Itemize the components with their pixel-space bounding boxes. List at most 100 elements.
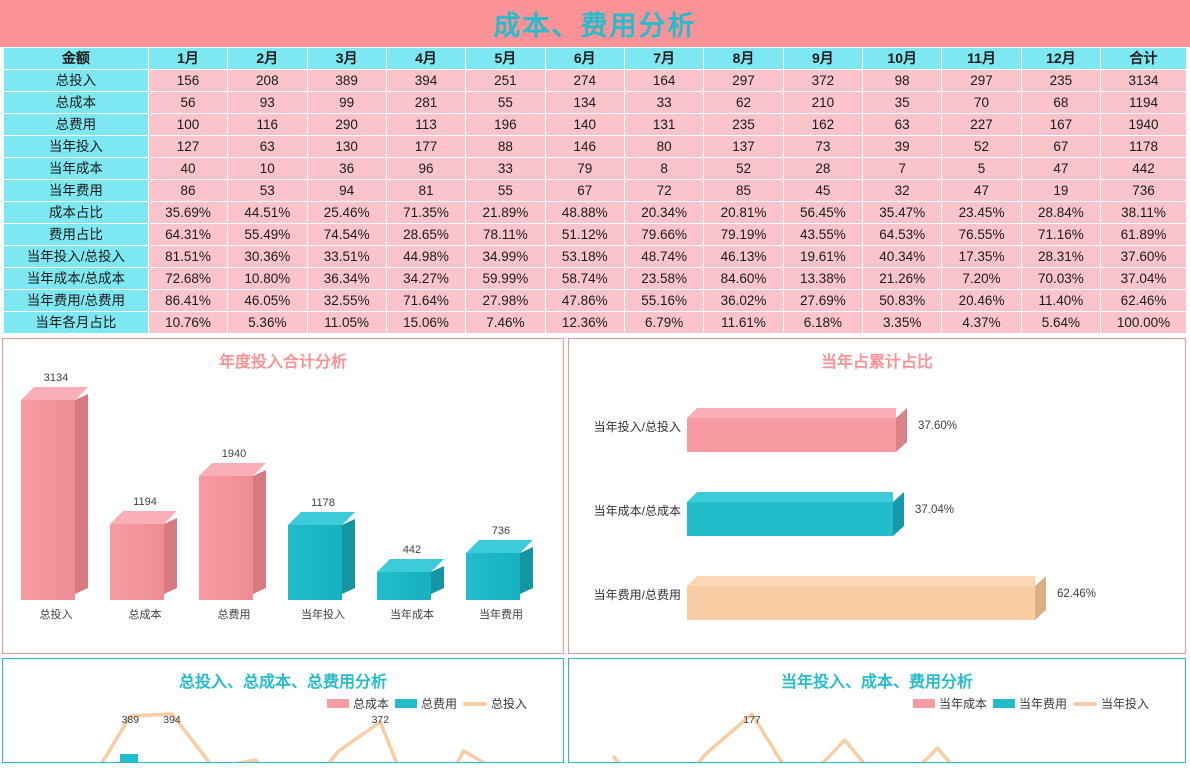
bar-side-face xyxy=(164,518,177,594)
table-cell: 20.81% xyxy=(703,201,784,224)
bar-top-face xyxy=(687,492,893,502)
legend-label-total-cost: 总成本 xyxy=(352,697,389,711)
table-row-label: 当年费用/总费用 xyxy=(3,289,149,312)
category-axis-label: 当年投入/总投入 xyxy=(593,420,681,434)
table-cell: 98 xyxy=(862,69,943,92)
table-row-label: 当年投入/总投入 xyxy=(3,245,149,268)
table-cell: 127 xyxy=(147,135,229,158)
table-cell: 79.66% xyxy=(623,223,705,246)
column-bar-3d: 736 xyxy=(466,525,536,600)
table-cell: 20.34% xyxy=(623,201,705,224)
page-title-banner: 成本、费用分析 xyxy=(0,0,1190,47)
combo-data-label: 177 xyxy=(743,714,761,726)
table-cell: 15.06% xyxy=(385,311,467,334)
table-cell: 37.04% xyxy=(1100,267,1187,290)
bar-side-face xyxy=(893,492,904,536)
table-cell: 6.79% xyxy=(623,311,705,334)
table-cell: 40 xyxy=(147,157,229,180)
table-cell: 23.45% xyxy=(941,201,1022,224)
table-row: 当年成本 40 10 36 96 33 79 8 52 28 7 5 47 442 xyxy=(3,157,1187,180)
table-cell: 33 xyxy=(465,157,546,180)
bar-side-face xyxy=(431,566,444,594)
bar-data-label: 736 xyxy=(491,525,511,537)
category-axis-label: 当年成本/总成本 xyxy=(593,504,681,518)
table-cell: 140 xyxy=(544,113,625,136)
table-row: 成本占比 35.69% 44.51% 25.46% 71.35% 21.89% 48.88%… xyxy=(3,201,1187,224)
table-row: 费用占比 64.31% 55.49% 74.54% 28.65% 78.11% 51.12%… xyxy=(3,223,1187,246)
table-cell: 71.64% xyxy=(385,289,467,312)
table-cell: 13.38% xyxy=(782,267,864,290)
bar-data-label: 37.04% xyxy=(915,504,955,516)
table-cell: 297 xyxy=(941,69,1022,92)
table-cell: 274 xyxy=(544,69,625,92)
table-cell: 37.60% xyxy=(1100,245,1187,268)
table-cell: 33 xyxy=(623,91,705,114)
legend-label-total-input: 总投入 xyxy=(490,697,527,711)
table-cell: 53 xyxy=(227,179,308,202)
legend-swatch-icon xyxy=(992,699,1015,708)
table-cell: 48.74% xyxy=(623,245,705,268)
panel-total-analysis: 总投入、总成本、总费用分析 总成本 总费用 总投入 389 394 372 xyxy=(2,658,564,763)
legend-label-total-expense: 总费用 xyxy=(420,697,457,711)
table-cell: 86.41% xyxy=(147,289,229,312)
table-cell: 46.13% xyxy=(703,245,784,268)
table-cell: 34.99% xyxy=(465,245,546,268)
table-cell: 5.64% xyxy=(1020,311,1102,334)
bar-top-face xyxy=(466,540,533,553)
table-cell: 84.60% xyxy=(703,267,784,290)
table-cell: 62 xyxy=(703,91,784,114)
table-cell: 6.18% xyxy=(782,311,864,334)
bar-front-face xyxy=(687,502,893,536)
table-cell: 28 xyxy=(782,157,864,180)
table-column-header: 8月 xyxy=(703,47,784,70)
table-cell: 44.51% xyxy=(227,201,308,224)
bar-data-label: 1178 xyxy=(311,497,335,509)
table-cell: 56 xyxy=(147,91,229,114)
category-axis-label: 当年投入 xyxy=(301,609,345,621)
chart-row-bottom: 总投入、总成本、总费用分析 总成本 总费用 总投入 389 394 372 当年投入… xyxy=(0,658,1190,763)
bar-front-face xyxy=(21,400,75,600)
table-cell: 73 xyxy=(782,135,864,158)
category-axis-label: 总投入 xyxy=(39,609,73,621)
table-cell: 38.11% xyxy=(1100,201,1187,224)
table-header-row: 金额 1月 2月 3月 4月 5月 6月 7月 8月 9月 10月 11月 12月 合计 xyxy=(3,47,1187,70)
table-cell: 70.03% xyxy=(1020,267,1102,290)
table-cell: 736 xyxy=(1100,179,1187,202)
table-cell: 210 xyxy=(782,91,864,114)
table-cell: 167 xyxy=(1020,113,1102,136)
table-cell: 290 xyxy=(306,113,387,136)
legend-item-total-input: 总投入 xyxy=(462,695,527,712)
bar-data-label: 1194 xyxy=(133,496,157,508)
legend-item-current-cost: 当年成本 xyxy=(912,695,987,712)
table-cell: 47.86% xyxy=(544,289,625,312)
table-row-label: 当年成本/总成本 xyxy=(3,267,149,290)
chart-annual-total-plot: 3134 总投入 1194 总成本 1940 总费用 1178 当年投入 442 当年成本 736 当… xyxy=(3,372,563,628)
table-cell: 51.12% xyxy=(544,223,625,246)
table-cell: 94 xyxy=(306,179,387,202)
table-cell: 130 xyxy=(306,135,387,158)
legend-item-total-expense: 总费用 xyxy=(394,695,457,712)
bar-top-face xyxy=(21,387,88,400)
table-row-label: 总费用 xyxy=(3,113,149,136)
panel-current-share: 当年占累计占比 当年投入/总投入 37.60% 当年成本/总成本 37.04% 当年费用… xyxy=(568,338,1186,654)
category-axis-label: 当年费用 xyxy=(479,609,523,621)
table-cell: 28.84% xyxy=(1020,201,1102,224)
table-cell: 164 xyxy=(623,69,705,92)
table-cell: 25.46% xyxy=(306,201,387,224)
table-cell: 27.98% xyxy=(465,289,546,312)
table-cell: 389 xyxy=(306,69,387,92)
table-column-header: 9月 xyxy=(782,47,864,70)
table-row-label: 费用占比 xyxy=(3,223,149,246)
table-column-header: 2月 xyxy=(227,47,308,70)
table-cell: 58.74% xyxy=(544,267,625,290)
legend-swatch-icon xyxy=(394,699,417,708)
table-cell: 43.55% xyxy=(782,223,864,246)
table-cell: 55 xyxy=(465,179,546,202)
table-cell: 11.61% xyxy=(703,311,784,334)
table-row: 当年投入 127 63 130 177 88 146 80 137 73 39 52 67 1178 xyxy=(3,135,1187,158)
table-row: 当年费用 86 53 94 81 55 67 72 85 45 32 47 19 736 xyxy=(3,179,1187,202)
table-cell: 7.20% xyxy=(941,267,1022,290)
legend-line-icon xyxy=(462,701,487,706)
bar-top-face xyxy=(377,559,444,572)
table-cell: 27.69% xyxy=(782,289,864,312)
